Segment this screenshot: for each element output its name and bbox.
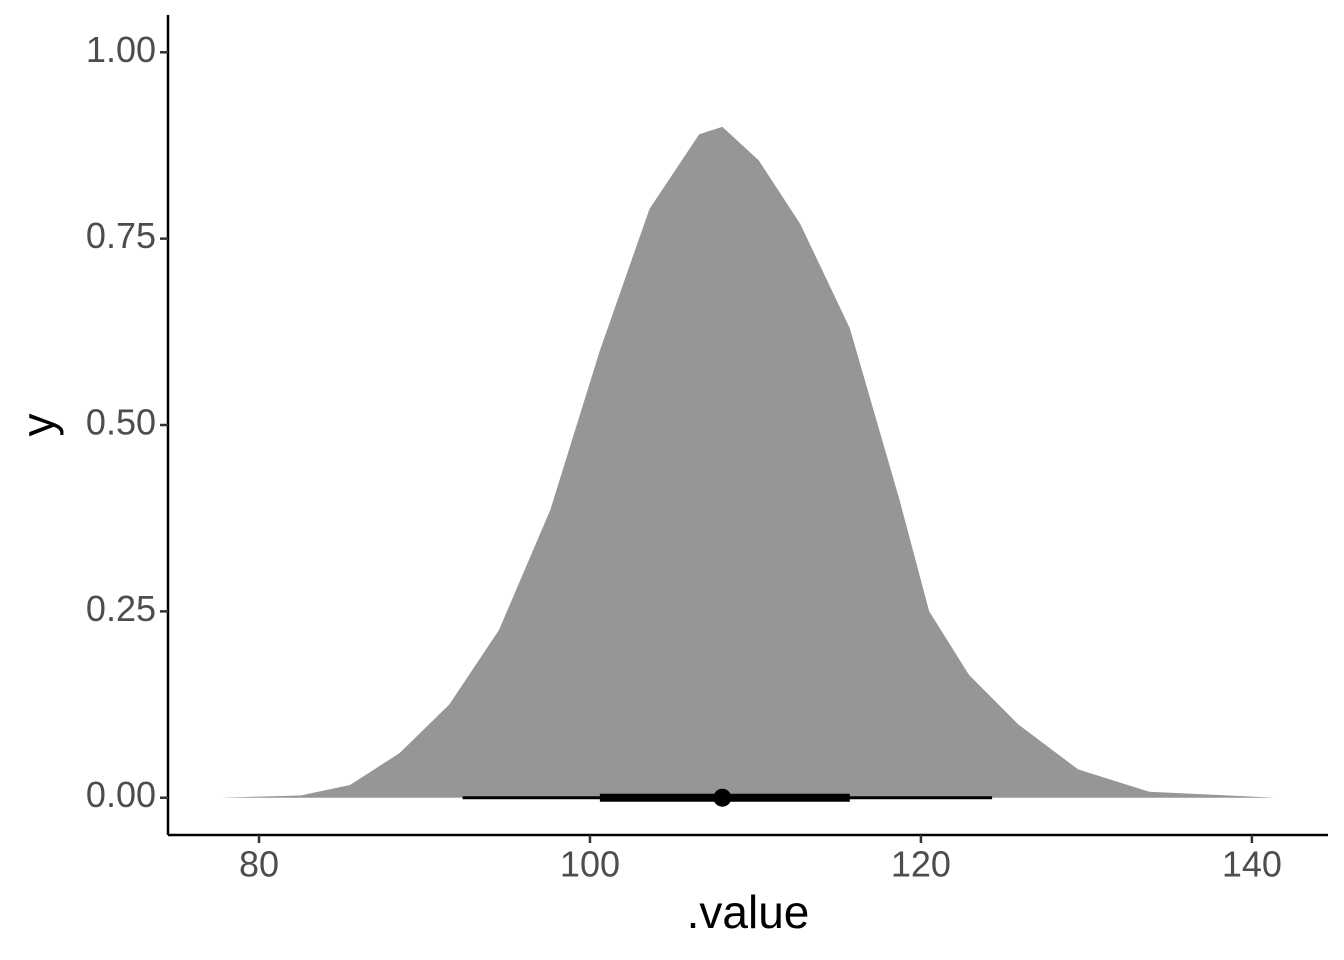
y-tick-label: 0.25: [86, 588, 156, 629]
x-tick-label: 100: [560, 844, 620, 885]
x-tick-label: 120: [891, 844, 951, 885]
x-tick-label: 140: [1222, 844, 1282, 885]
y-tick-label: 0.00: [86, 774, 156, 815]
y-tick-label: 1.00: [86, 29, 156, 70]
x-axis-title: .value: [687, 886, 810, 938]
point-estimate: [713, 788, 732, 807]
y-tick-label: 0.75: [86, 215, 156, 256]
y-tick-label: 0.50: [86, 402, 156, 443]
density-area: [219, 126, 1276, 798]
y-axis-title: y: [12, 414, 64, 437]
x-tick-label: 80: [239, 844, 279, 885]
